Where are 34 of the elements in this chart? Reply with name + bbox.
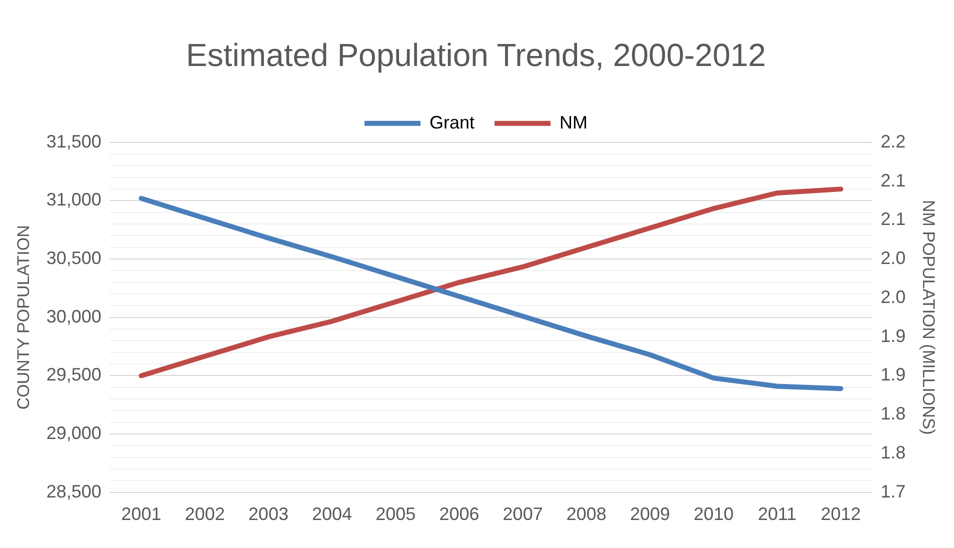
y2-tick-label: 2.1 bbox=[880, 170, 906, 190]
y-tick-label: 30,500 bbox=[46, 248, 102, 268]
y2-tick-label: 1.7 bbox=[880, 481, 906, 502]
y2-tick-label: 1.9 bbox=[880, 364, 906, 385]
x-tick-label: 2008 bbox=[566, 504, 606, 524]
y2-tick-label: 1.8 bbox=[880, 404, 906, 424]
y-tick-label: 31,500 bbox=[46, 131, 102, 152]
y-tick-label: 29,500 bbox=[46, 364, 102, 385]
y2-tick-label: 2.0 bbox=[880, 286, 906, 307]
x-tick-label: 2005 bbox=[376, 504, 416, 524]
y2-tick-label: 1.8 bbox=[880, 442, 906, 462]
y-tick-label: 31,000 bbox=[46, 190, 102, 210]
x-tick-label: 2006 bbox=[439, 504, 480, 524]
legend-label: NM bbox=[560, 112, 588, 132]
x-tick-label: 2009 bbox=[630, 504, 670, 524]
y-tick-label: 29,000 bbox=[46, 423, 102, 444]
y2-tick-label: 2.0 bbox=[880, 248, 906, 268]
y2-tick-label: 2.2 bbox=[880, 131, 906, 152]
x-tick-label: 2003 bbox=[248, 504, 288, 524]
chart-title: Estimated Population Trends, 2000-2012 bbox=[186, 37, 766, 74]
y2-tick-label: 2.1 bbox=[880, 209, 906, 230]
x-tick-label: 2010 bbox=[694, 504, 734, 524]
legend-label: Grant bbox=[429, 112, 475, 132]
x-tick-label: 2002 bbox=[184, 504, 225, 524]
y-axis-title: COUNTY POPULATION bbox=[14, 225, 33, 410]
x-tick-label: 2004 bbox=[312, 504, 352, 524]
y-tick-label: 30,000 bbox=[46, 306, 102, 326]
x-tick-label: 2001 bbox=[121, 504, 162, 524]
y2-axis-title: NM POPULATION (MILLIONS) bbox=[919, 200, 938, 435]
x-tick-label: 2011 bbox=[758, 504, 797, 524]
x-tick-label: 2012 bbox=[820, 504, 861, 524]
x-tick-label: 2007 bbox=[502, 504, 543, 524]
y2-tick-label: 1.9 bbox=[880, 326, 906, 346]
y-tick-label: 28,500 bbox=[46, 481, 102, 502]
